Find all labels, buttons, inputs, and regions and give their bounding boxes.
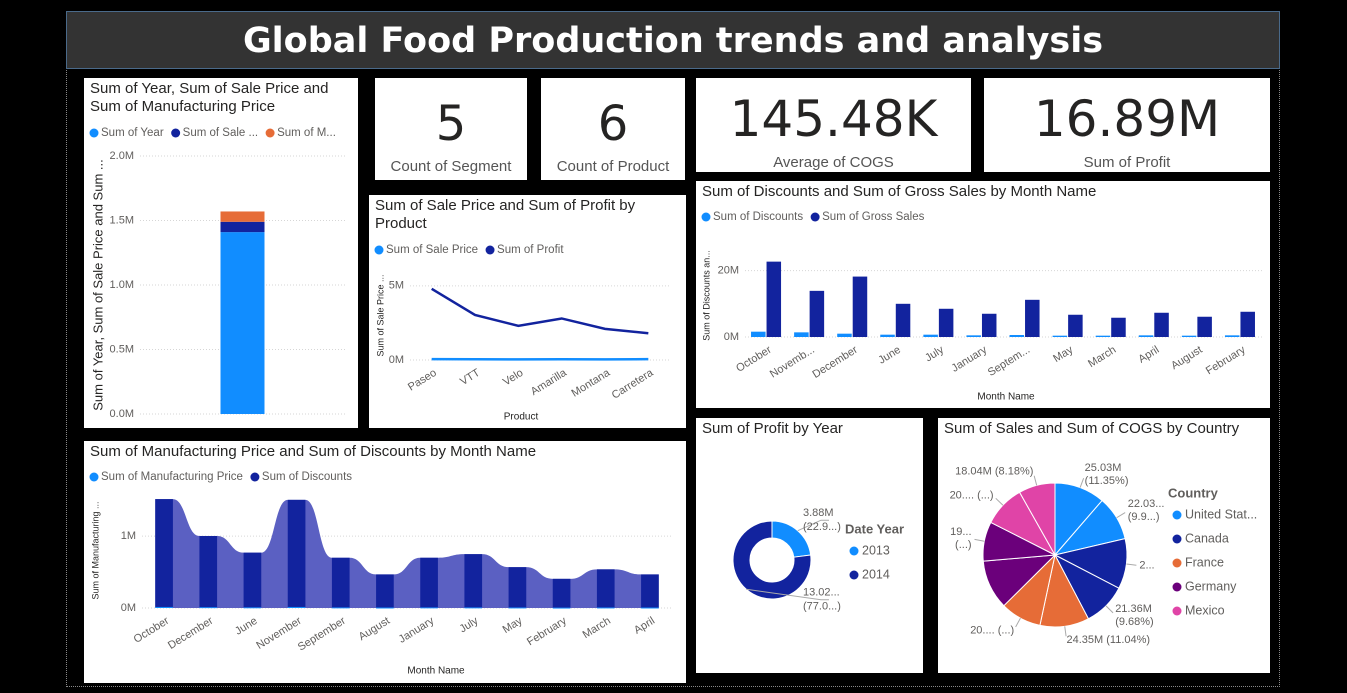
dashboard-frame [66,68,1280,687]
chart-title: Sum of Year, Sum of Sale Price and Sum o… [90,80,329,115]
chart-title: Sum of Discounts and Sum of Gross Sales … [702,183,1097,200]
chart-panel: Sum of Discounts and Sum of Gross Sales … [696,181,1270,408]
kpi-card: 6 Count of Product [541,78,685,180]
kpi-label: Count of Segment [390,158,512,175]
chart-panel: Sum of Manufacturing Price and Sum of Di… [84,441,686,683]
dashboard-title: Global Food Production trends and analys… [66,11,1280,69]
kpi-value: 16.89M [1033,90,1221,148]
kpi-label: Count of Product [556,158,670,175]
kpi-card: 5 Count of Segment [375,78,527,180]
chart-title: Sum of Sale Price and Sum of Profit by P… [375,197,636,232]
kpi-label: Average of COGS [773,154,894,171]
chart-panel: Sum of Year, Sum of Sale Price and Sum o… [84,78,358,428]
chart-title: Sum of Sales and Sum of COGS by Country [944,420,1240,437]
kpi-value: 5 [435,96,467,152]
kpi-value: 6 [597,96,629,152]
chart-title: Sum of Profit by Year [702,420,843,437]
kpi-label: Sum of Profit [1083,154,1171,171]
kpi-card: 145.48K Average of COGS [696,78,971,172]
kpi-card: 16.89M Sum of Profit [984,78,1270,172]
chart-panel: Sum of Sale Price and Sum of Profit by P… [369,195,686,428]
chart-title: Sum of Manufacturing Price and Sum of Di… [90,443,537,460]
chart-panel: Sum of Sales and Sum of COGS by Country [938,418,1270,673]
chart-panel: Sum of Profit by Year [696,418,923,673]
kpi-value: 145.48K [729,90,938,148]
